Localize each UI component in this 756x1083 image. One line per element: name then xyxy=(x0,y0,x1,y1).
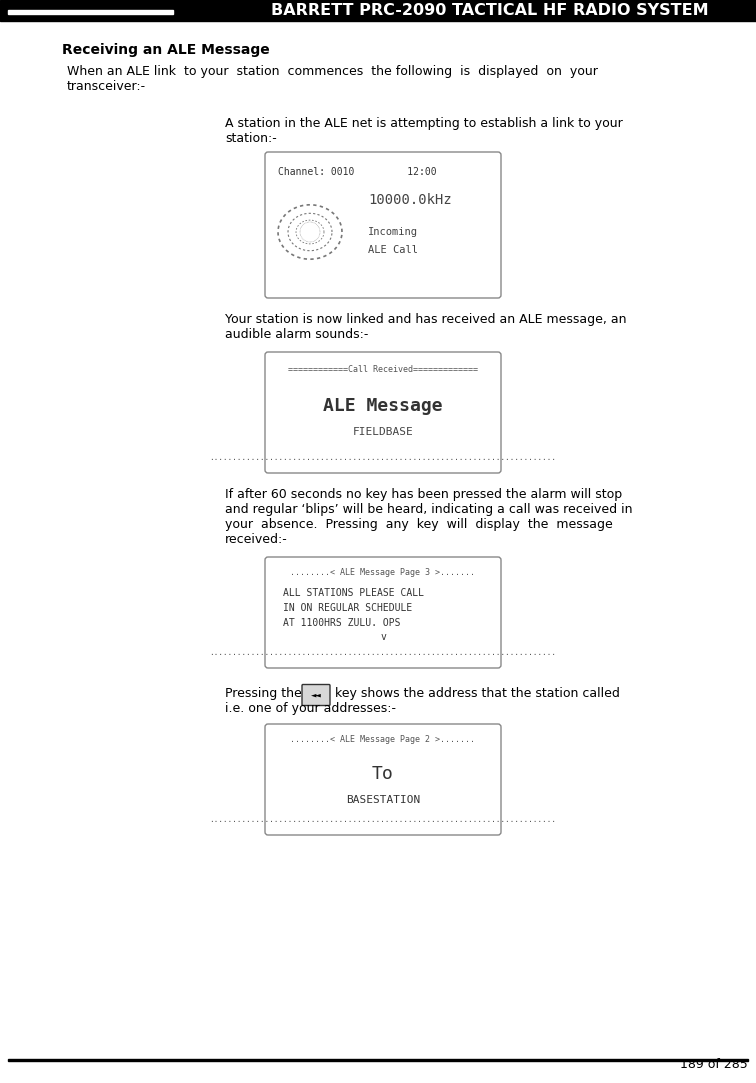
Text: ALE Call: ALE Call xyxy=(368,245,418,255)
Text: ...........................................................................: ........................................… xyxy=(209,453,556,462)
Text: ◄◄: ◄◄ xyxy=(311,691,321,700)
Text: BASESTATION: BASESTATION xyxy=(346,795,420,805)
FancyBboxPatch shape xyxy=(265,352,501,473)
Text: ALE Message: ALE Message xyxy=(323,397,443,415)
Text: IN ON REGULAR SCHEDULE: IN ON REGULAR SCHEDULE xyxy=(283,603,412,613)
Text: station:-: station:- xyxy=(225,132,277,145)
Text: Pressing the: Pressing the xyxy=(225,687,302,700)
Text: ...........................................................................: ........................................… xyxy=(209,648,556,657)
Text: A station in the ALE net is attempting to establish a link to your: A station in the ALE net is attempting t… xyxy=(225,117,623,130)
Text: ============Call Received=============: ============Call Received============= xyxy=(288,365,478,374)
Text: received:-: received:- xyxy=(225,533,288,546)
Text: audible alarm sounds:-: audible alarm sounds:- xyxy=(225,328,368,341)
Text: When an ALE link  to your  station  commences  the following  is  displayed  on : When an ALE link to your station commenc… xyxy=(67,65,598,78)
Text: AT 1100HRS ZULU. OPS: AT 1100HRS ZULU. OPS xyxy=(283,618,401,628)
Text: Incoming: Incoming xyxy=(368,227,418,237)
Text: 189 of 285: 189 of 285 xyxy=(680,1058,748,1071)
Bar xyxy=(0,0,756,21)
Text: v: v xyxy=(380,632,386,642)
Text: If after 60 seconds no key has been pressed the alarm will stop: If after 60 seconds no key has been pres… xyxy=(225,488,622,501)
Text: key shows the address that the station called: key shows the address that the station c… xyxy=(335,687,620,700)
Text: BARRETT PRC-2090 TACTICAL HF RADIO SYSTEM: BARRETT PRC-2090 TACTICAL HF RADIO SYSTE… xyxy=(271,3,709,18)
Text: ........< ALE Message Page 3 >.......: ........< ALE Message Page 3 >....... xyxy=(290,567,476,577)
Text: ...........................................................................: ........................................… xyxy=(209,815,556,824)
Bar xyxy=(8,1058,748,1061)
Text: FIELDBASE: FIELDBASE xyxy=(352,427,414,438)
Text: ........< ALE Message Page 2 >.......: ........< ALE Message Page 2 >....... xyxy=(290,735,476,744)
Text: transceiver:-: transceiver:- xyxy=(67,80,146,93)
Text: i.e. one of your addresses:-: i.e. one of your addresses:- xyxy=(225,702,396,715)
FancyBboxPatch shape xyxy=(302,684,330,705)
Text: Your station is now linked and has received an ALE message, an: Your station is now linked and has recei… xyxy=(225,313,627,326)
FancyBboxPatch shape xyxy=(265,557,501,668)
FancyBboxPatch shape xyxy=(265,725,501,835)
Text: your  absence.  Pressing  any  key  will  display  the  message: your absence. Pressing any key will disp… xyxy=(225,518,613,531)
Text: To: To xyxy=(372,765,394,783)
Text: Receiving an ALE Message: Receiving an ALE Message xyxy=(62,43,270,57)
Bar xyxy=(8,10,173,14)
Text: Channel: 0010         12:00: Channel: 0010 12:00 xyxy=(278,167,437,177)
Text: ALL STATIONS PLEASE CALL: ALL STATIONS PLEASE CALL xyxy=(283,588,424,598)
Text: 10000.0kHz: 10000.0kHz xyxy=(368,193,452,207)
Text: and regular ‘blips’ will be heard, indicating a call was received in: and regular ‘blips’ will be heard, indic… xyxy=(225,503,633,516)
FancyBboxPatch shape xyxy=(265,152,501,298)
